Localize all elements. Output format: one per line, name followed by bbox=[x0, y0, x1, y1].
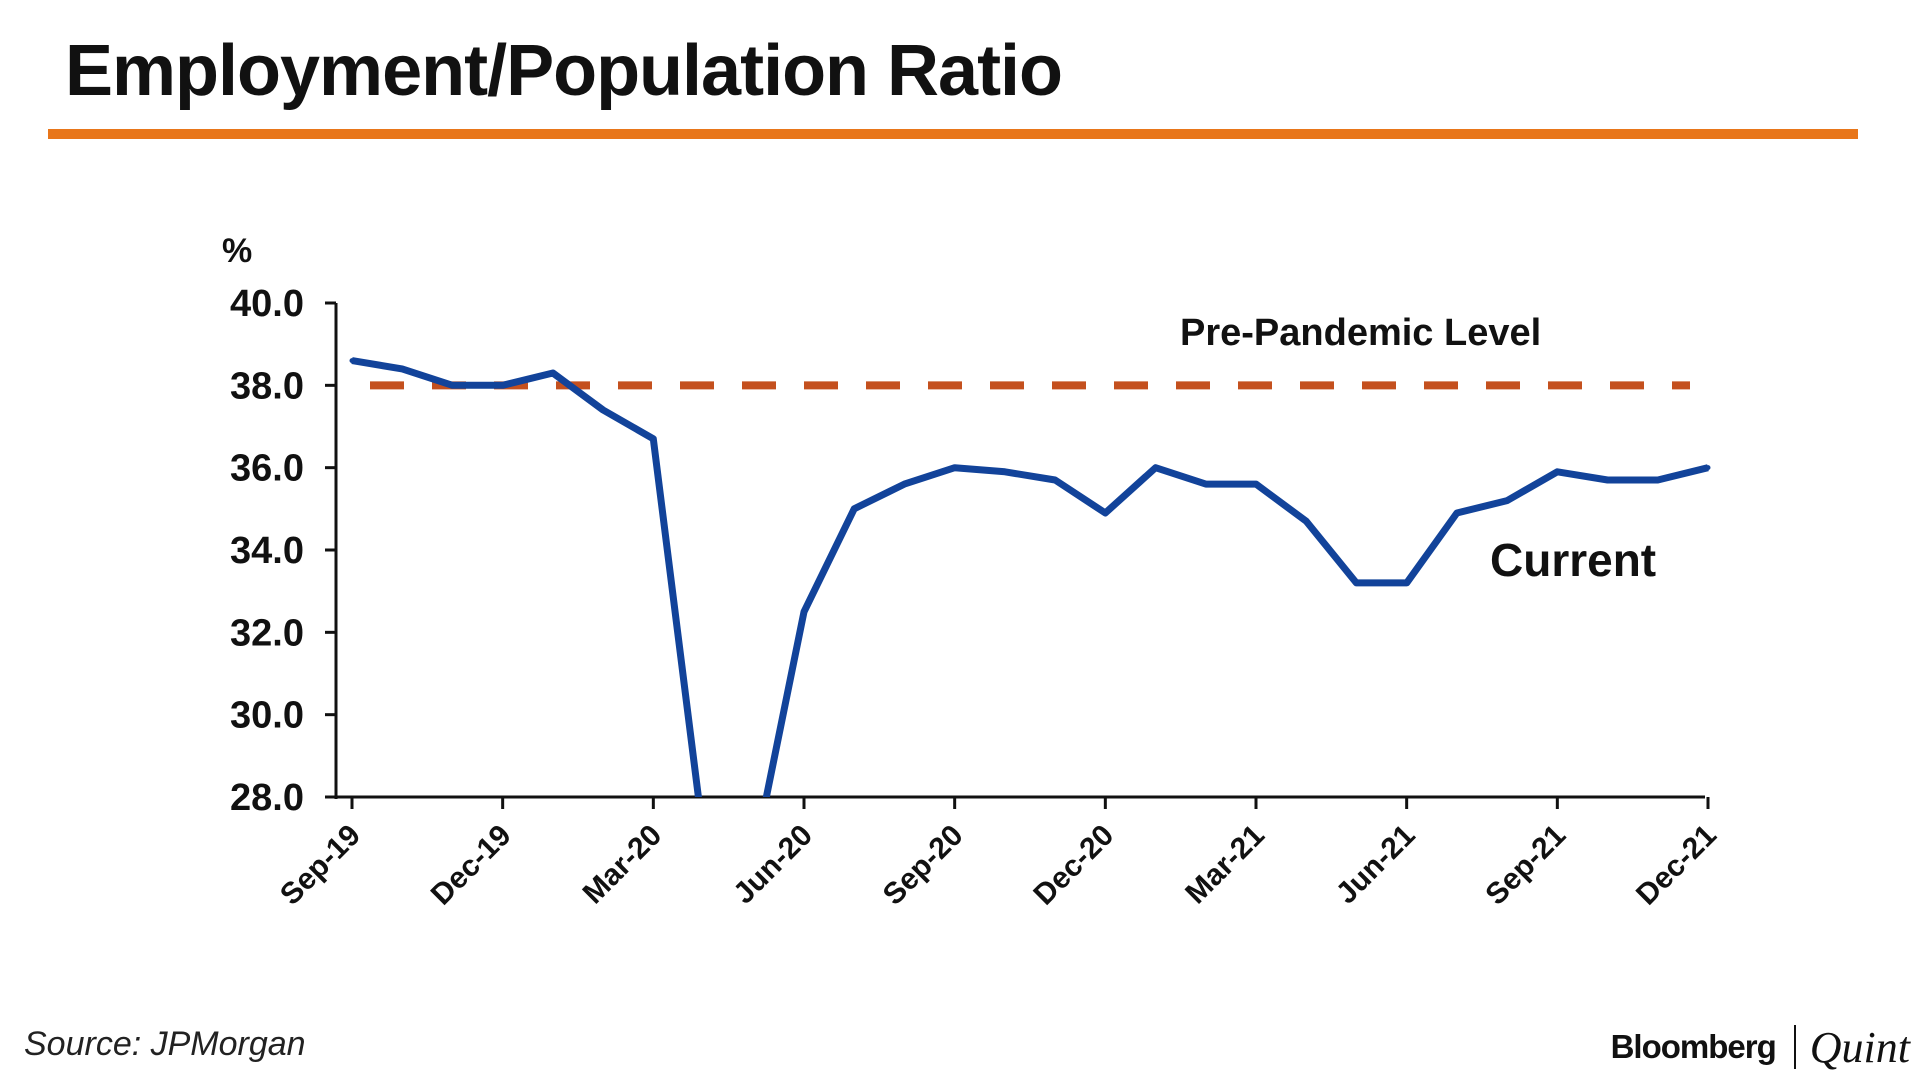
x-tick-label: Sep-21 bbox=[1479, 819, 1572, 912]
reference-line-label: Pre-Pandemic Level bbox=[1180, 312, 1541, 354]
data-point-current bbox=[449, 382, 455, 388]
y-tick-label: 38.0 bbox=[230, 365, 304, 407]
x-tick-label: Dec-20 bbox=[1027, 819, 1120, 912]
data-point-current bbox=[349, 358, 355, 364]
data-point-current bbox=[550, 370, 556, 376]
x-tick-label: Mar-21 bbox=[1179, 819, 1271, 911]
source-note: Source: JPMorgan bbox=[24, 1025, 306, 1063]
data-point-current bbox=[1153, 465, 1159, 471]
data-point-current bbox=[1203, 481, 1209, 487]
data-point-current bbox=[1052, 477, 1058, 483]
y-tick-label: 34.0 bbox=[230, 530, 304, 572]
x-tick-label: Sep-19 bbox=[274, 819, 367, 912]
x-axis-ticks: Sep-19 Dec-19 Mar-20 Jun-20 Sep-20 Dec-20 Mar-… bbox=[274, 797, 1723, 912]
data-point-current bbox=[851, 506, 857, 512]
series-label-current: Current bbox=[1490, 534, 1656, 586]
data-point-current bbox=[1303, 518, 1309, 524]
series-line-current bbox=[351, 357, 1709, 797]
y-tick-label: 32.0 bbox=[230, 612, 304, 654]
data-point-current bbox=[1353, 580, 1359, 586]
data-point-current bbox=[952, 465, 958, 471]
chart-title: Employment/Population Ratio bbox=[65, 31, 1063, 111]
data-point-current bbox=[1605, 477, 1611, 483]
data-point-current bbox=[600, 407, 606, 413]
data-point-current bbox=[1655, 477, 1661, 483]
data-point-current bbox=[1705, 465, 1711, 471]
plot-area bbox=[349, 357, 1711, 841]
data-point-current bbox=[701, 836, 706, 841]
x-tick-label: Jun-20 bbox=[727, 819, 819, 911]
data-point-current bbox=[1002, 469, 1008, 475]
logo-divider bbox=[1793, 1025, 1796, 1069]
data-point-current bbox=[500, 382, 506, 388]
publisher-logo: Bloomberg Quint bbox=[1611, 1020, 1910, 1074]
x-tick-label: Jun-21 bbox=[1330, 819, 1422, 911]
data-point-current bbox=[1554, 469, 1560, 475]
data-point-current bbox=[1404, 580, 1410, 586]
data-point-current bbox=[901, 481, 907, 487]
title-underline bbox=[48, 129, 1858, 139]
y-tick-label: 40.0 bbox=[230, 283, 304, 325]
y-tick-label: 28.0 bbox=[230, 777, 304, 819]
data-point-current bbox=[399, 366, 405, 372]
data-point-current bbox=[1102, 510, 1108, 516]
y-axis-unit-label: % bbox=[222, 232, 252, 270]
x-tick-label: Dec-19 bbox=[425, 819, 518, 912]
logo-quint-text: Quint bbox=[1809, 1022, 1910, 1072]
y-axis-ticks: 40.0 38.0 36.0 34.0 32.0 30.0 28.0 bbox=[230, 283, 336, 819]
x-tick-label: Sep-20 bbox=[877, 819, 970, 912]
data-point-current bbox=[1253, 481, 1259, 487]
data-point-current bbox=[801, 609, 807, 615]
logo-bloomberg-text: Bloomberg bbox=[1610, 1028, 1777, 1065]
y-tick-label: 30.0 bbox=[230, 695, 304, 737]
y-tick-label: 36.0 bbox=[230, 448, 304, 490]
x-tick-label: Mar-20 bbox=[577, 819, 669, 911]
data-point-current bbox=[650, 436, 656, 442]
data-point-current bbox=[1504, 498, 1510, 504]
data-point-current bbox=[1454, 510, 1460, 516]
x-tick-label: Dec-21 bbox=[1630, 819, 1723, 912]
